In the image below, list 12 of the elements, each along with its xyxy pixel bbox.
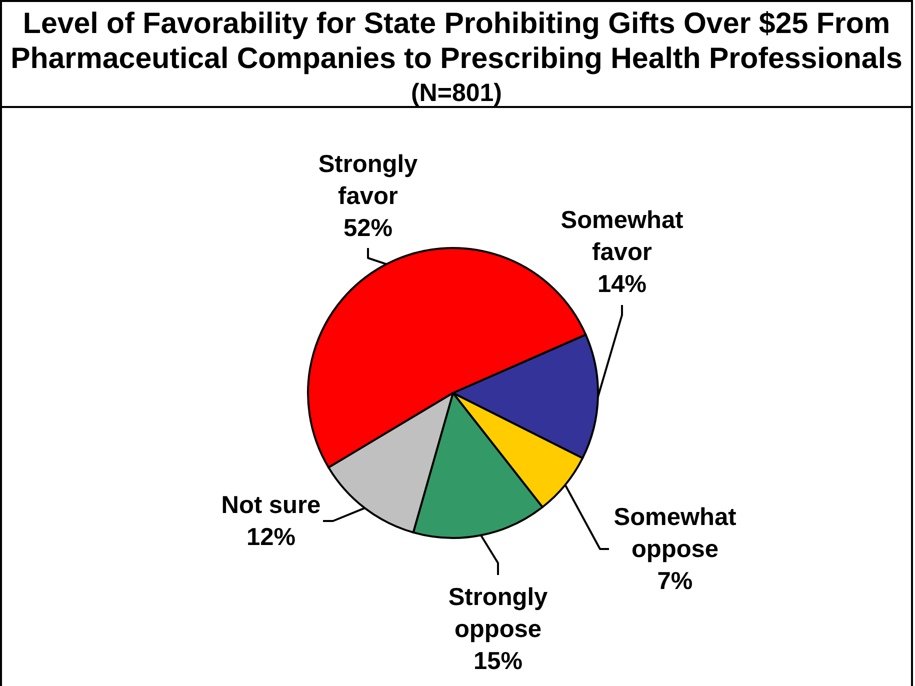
slice-label: Strongly oppose	[448, 584, 548, 643]
chart-subtitle: (N=801)	[410, 79, 502, 107]
slice-label: Strongly favor	[318, 151, 418, 210]
chart-title: Level of Favorability for State Prohibiting Gifts Over $25 From Pharmaceutical Companies to Prescribing Health Professionals	[10, 7, 902, 75]
data-label: 12%	[246, 524, 296, 551]
data-label: 15%	[473, 648, 523, 675]
slice-label: Somewhat favor	[560, 207, 684, 266]
slice-label: Somewhat oppose	[614, 504, 736, 563]
data-label: 7%	[657, 568, 693, 595]
slice-label: Not sure	[221, 492, 321, 519]
data-label: 52%	[343, 215, 393, 242]
data-label: 14%	[597, 271, 647, 298]
